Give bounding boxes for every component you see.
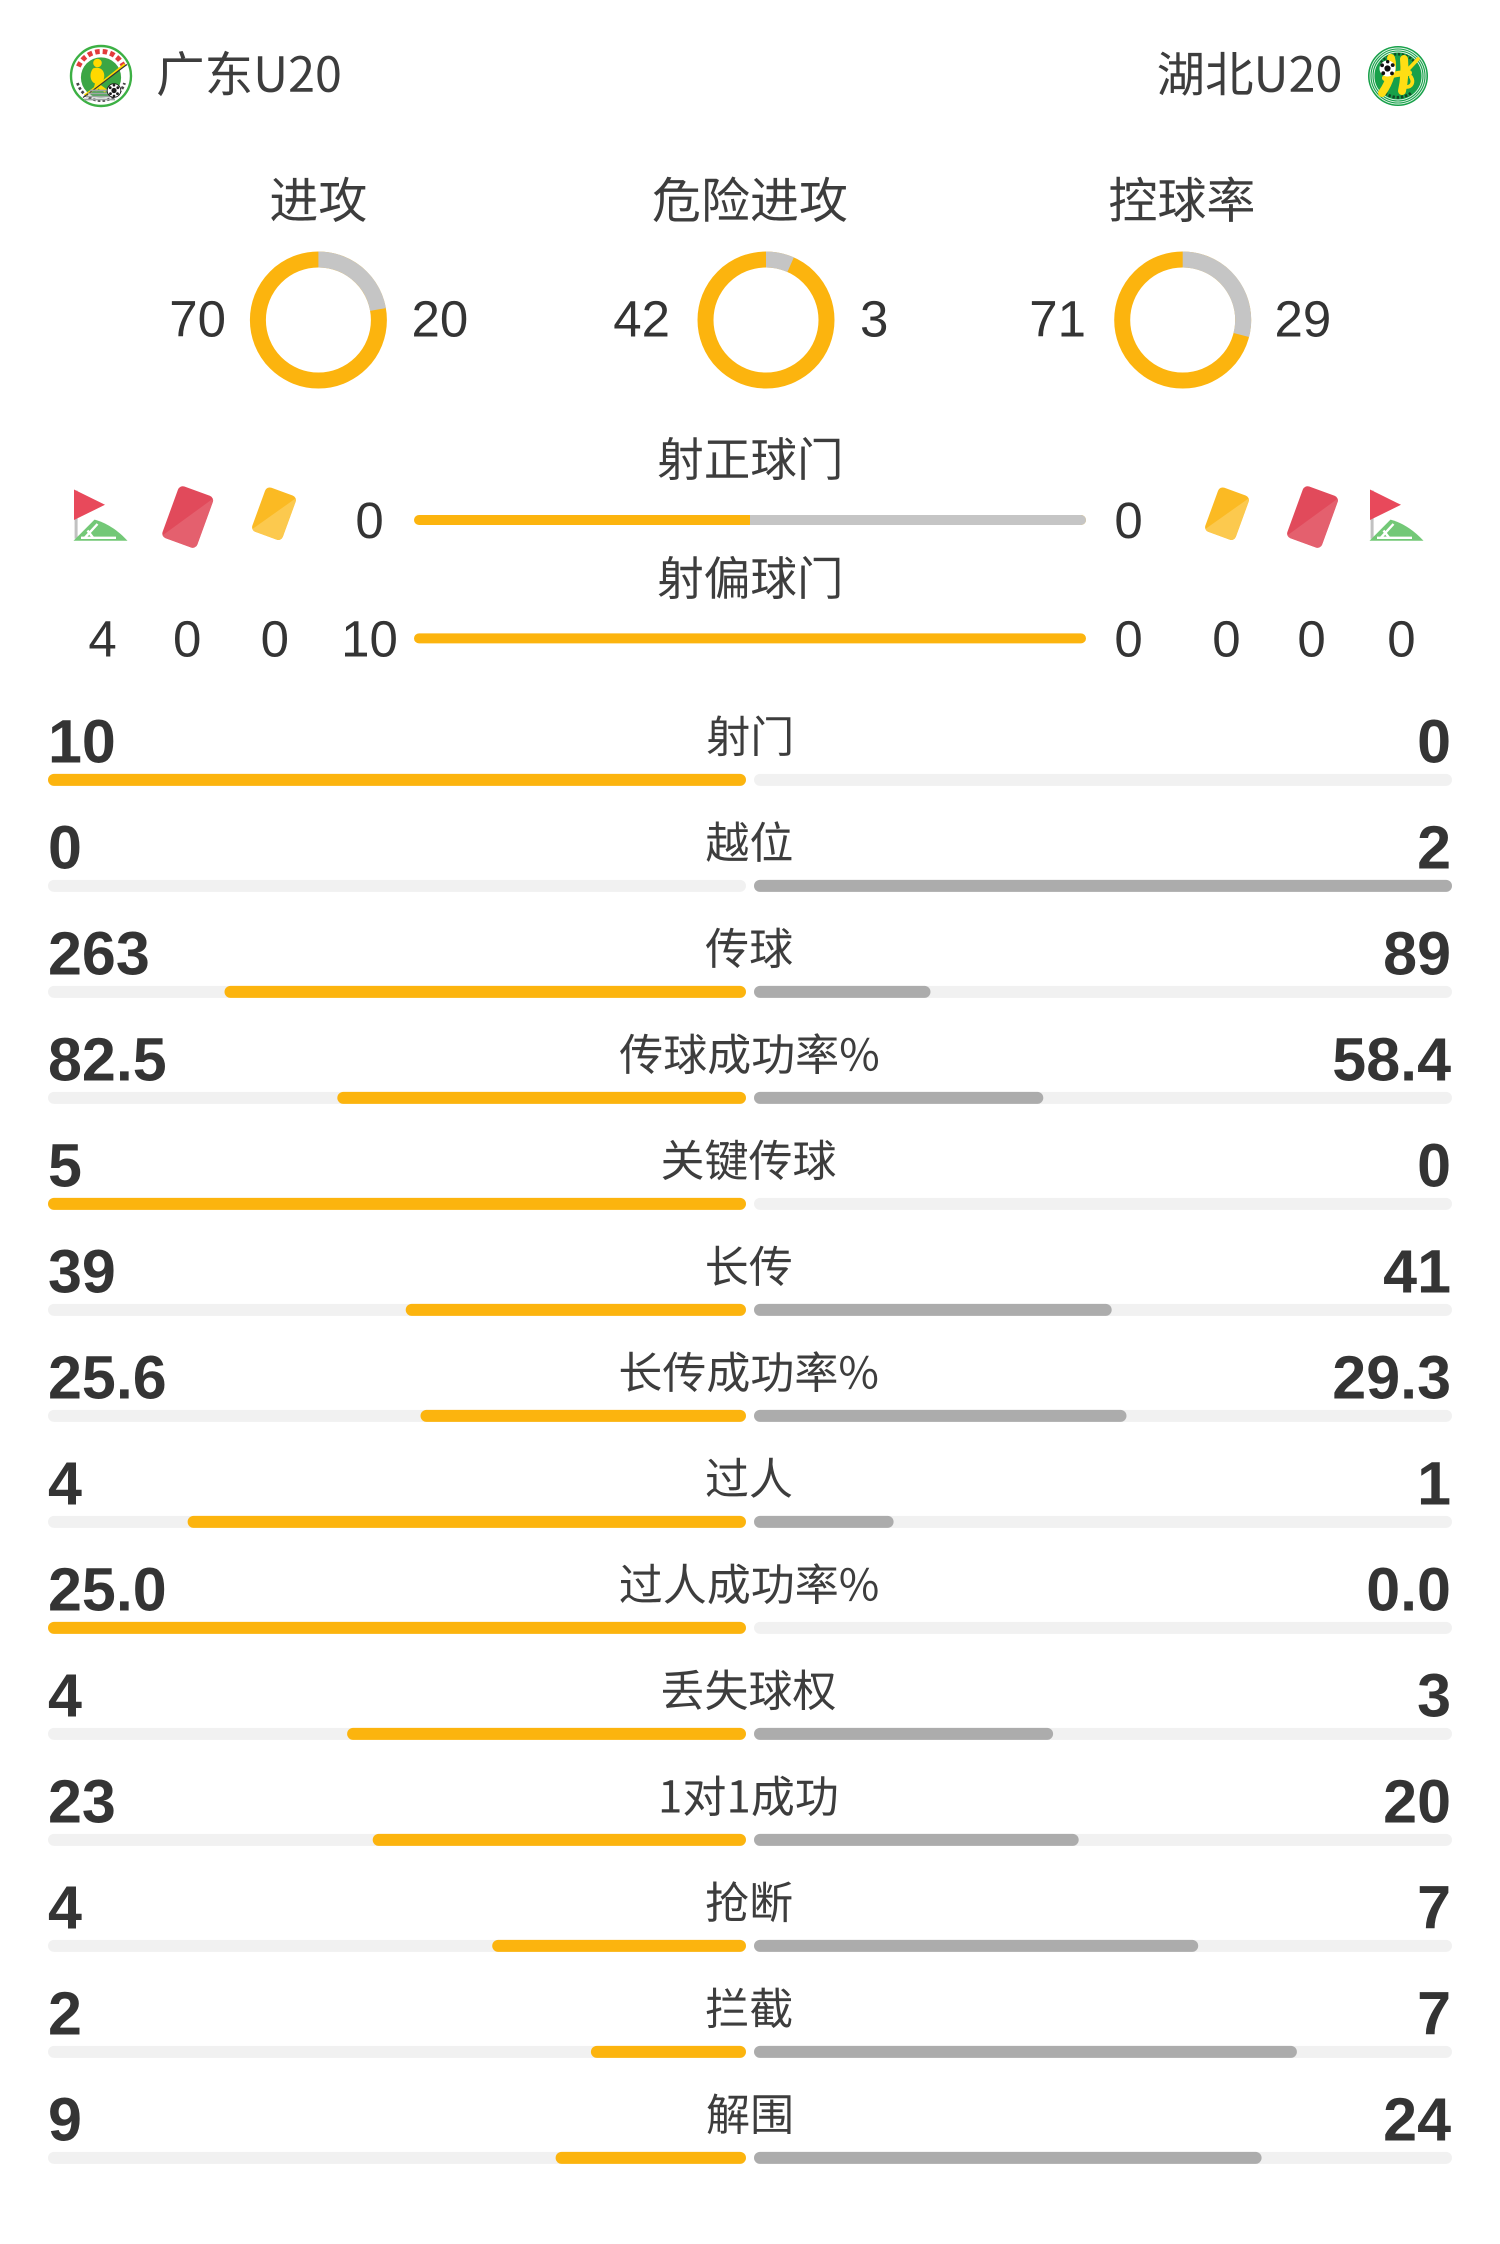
- svg-text:0: 0: [1114, 492, 1142, 549]
- svg-text:42: 42: [613, 290, 670, 347]
- svg-text:58.4: 58.4: [1332, 1026, 1451, 1094]
- svg-text:0: 0: [1212, 611, 1240, 668]
- svg-text:89: 89: [1383, 920, 1451, 988]
- svg-text:3: 3: [860, 290, 888, 347]
- svg-text:20: 20: [412, 290, 469, 347]
- svg-text:10: 10: [341, 611, 398, 668]
- svg-text:0: 0: [355, 492, 383, 549]
- svg-text:29: 29: [1275, 290, 1332, 347]
- svg-text:7: 7: [1417, 1874, 1451, 1942]
- svg-text:25.0: 25.0: [48, 1556, 167, 1624]
- svg-text:9: 9: [48, 2086, 82, 2154]
- svg-text:4: 4: [48, 1662, 82, 1730]
- svg-text:25.6: 25.6: [48, 1344, 167, 1412]
- svg-text:4: 4: [48, 1450, 82, 1518]
- svg-text:29.3: 29.3: [1332, 1344, 1451, 1412]
- svg-text:24: 24: [1383, 2086, 1451, 2154]
- svg-text:10: 10: [48, 708, 116, 776]
- svg-text:0: 0: [1417, 1132, 1451, 1200]
- svg-text:2: 2: [1417, 814, 1451, 882]
- svg-text:70: 70: [169, 290, 226, 347]
- svg-text:1: 1: [1417, 1450, 1451, 1518]
- svg-text:71: 71: [1029, 290, 1086, 347]
- svg-text:263: 263: [48, 920, 150, 988]
- svg-text:2: 2: [48, 1980, 82, 2048]
- svg-text:7: 7: [1417, 1980, 1451, 2048]
- svg-text:5: 5: [48, 1132, 82, 1200]
- svg-text:20: 20: [1383, 1768, 1451, 1836]
- svg-text:4: 4: [48, 1874, 82, 1942]
- svg-text:23: 23: [48, 1768, 116, 1836]
- svg-text:39: 39: [48, 1238, 116, 1306]
- svg-text:82.5: 82.5: [48, 1026, 167, 1094]
- svg-text:0: 0: [1417, 708, 1451, 776]
- svg-text:0: 0: [261, 611, 289, 668]
- svg-text:0: 0: [48, 814, 82, 882]
- svg-text:0.0: 0.0: [1366, 1556, 1451, 1624]
- svg-text:4: 4: [88, 611, 116, 668]
- svg-text:3: 3: [1417, 1662, 1451, 1730]
- svg-text:0: 0: [1114, 611, 1142, 668]
- svg-text:0: 0: [1297, 611, 1325, 668]
- svg-text:0: 0: [173, 611, 201, 668]
- svg-text:0: 0: [1387, 611, 1415, 668]
- svg-text:41: 41: [1383, 1238, 1451, 1306]
